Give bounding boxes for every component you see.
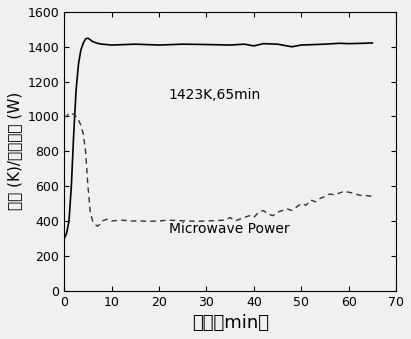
X-axis label: 时间（min）: 时间（min） (192, 314, 269, 332)
Y-axis label: 温度 (K)/微波功率 (W): 温度 (K)/微波功率 (W) (7, 92, 22, 211)
Text: 1423K,65min: 1423K,65min (169, 88, 261, 102)
Text: Microwave Power: Microwave Power (169, 222, 289, 236)
